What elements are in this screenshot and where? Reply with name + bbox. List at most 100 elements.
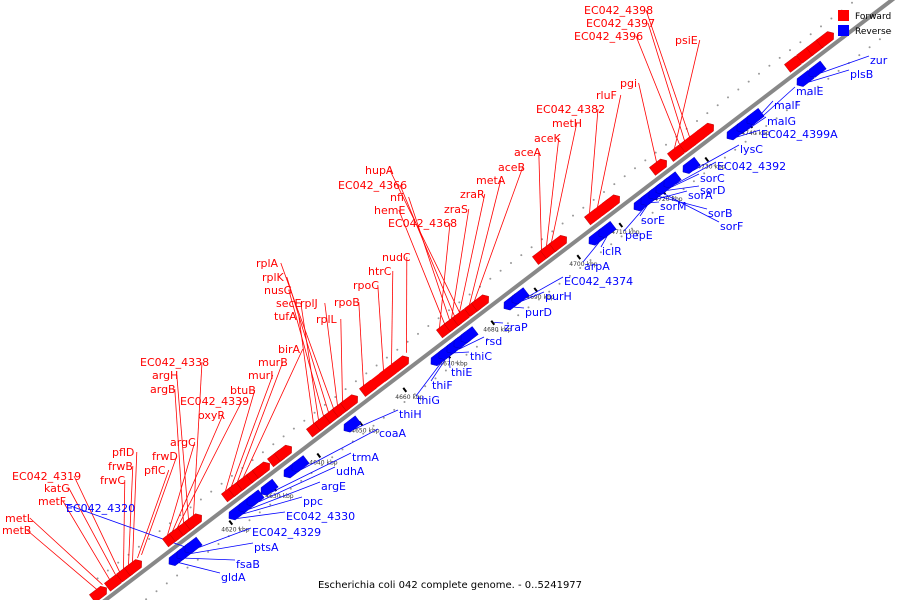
reverse-gene-label: sorE [641, 214, 665, 227]
gc-dot [816, 85, 819, 88]
gc-dot [489, 277, 492, 280]
reverse-leader-line [670, 173, 700, 188]
forward-leader-line [358, 301, 364, 386]
reverse-leader-line [658, 196, 708, 210]
scale-tick-label: 4640 kbp [309, 460, 337, 467]
reverse-leader-line [179, 562, 221, 574]
forward-gene-label: EC042_4397 [586, 17, 655, 30]
gc-dot [289, 487, 292, 490]
forward-gene-label: murB [258, 356, 288, 369]
forward-leader-line [408, 196, 450, 321]
reverse-leader-line [736, 129, 761, 138]
gc-dot [644, 159, 647, 162]
forward-leader-line [172, 414, 224, 532]
gc-dot [734, 148, 737, 151]
forward-gene-label: tufA [274, 310, 297, 323]
forward-leader-line [474, 166, 524, 301]
gc-dot [272, 443, 275, 446]
reverse-gene-arrow [343, 415, 362, 433]
gc-dot [196, 558, 199, 561]
gc-dot [434, 377, 437, 380]
gc-dot [230, 474, 233, 477]
forward-gene-label: rpoC [353, 279, 379, 292]
reverse-gene-arrow [246, 489, 265, 507]
reverse-gene-label: trmA [352, 451, 379, 464]
scale-tick [533, 287, 539, 293]
reverse-gene-label: lysC [740, 143, 763, 156]
gc-dot [372, 424, 375, 427]
forward-gene-label: frwC [100, 474, 125, 487]
genome-caption: Escherichia coli 042 complete genome. - … [318, 580, 582, 591]
reverse-leader-line [237, 511, 286, 519]
gc-dot [827, 77, 830, 80]
forward-gene-arrow [649, 158, 667, 176]
forward-gene-label: EC042_4396 [574, 30, 643, 43]
reverse-leader-line [242, 496, 303, 515]
forward-leader-line [174, 388, 184, 523]
forward-gene-label: metA [476, 174, 506, 187]
forward-gene-arrow [252, 461, 270, 479]
gc-dot [878, 38, 881, 41]
reverse-gene-label: arpA [584, 260, 610, 273]
gc-dot [354, 380, 357, 383]
forward-gene-label: EC042_4382 [536, 103, 605, 116]
gc-dot [413, 393, 416, 396]
gc-dot [417, 332, 419, 335]
scale-tick-label: 4660 kbp [395, 394, 423, 401]
forward-gene-label: aceB [498, 161, 525, 174]
gc-dot [427, 325, 430, 327]
scale-tick-label: 4680 kbp [483, 327, 511, 334]
reverse-leader-line [651, 201, 660, 203]
gc-dot [858, 54, 861, 57]
gc-dot [251, 459, 254, 462]
forward-leader-line [645, 9, 690, 137]
forward-gene-arrows [89, 31, 834, 600]
reverse-gene-label: malE [796, 85, 824, 98]
scale-tick-label: 4720 kbp [654, 196, 682, 203]
reverse-leader-line [248, 481, 321, 510]
forward-gene-arrow [340, 394, 358, 412]
gc-dot [630, 227, 633, 230]
reverse-gene-label: ptsA [254, 541, 279, 554]
forward-leader-line [177, 400, 243, 528]
legend-reverse-label: Reverse [855, 27, 892, 37]
forward-gene-label: secE [276, 297, 302, 310]
forward-leader-line [377, 284, 384, 371]
forward-gene-label: metL [5, 512, 34, 525]
scale-tick [704, 156, 710, 163]
gc-dot [475, 345, 478, 348]
forward-leader-line [231, 374, 274, 487]
forward-gene-label: EC042_4339 [180, 395, 249, 408]
reverse-gene-label: zraP [504, 321, 528, 334]
gc-dot [703, 172, 706, 175]
reverse-leader-line [454, 351, 470, 354]
gc-dot [186, 566, 189, 569]
forward-gene-label: frwD [152, 450, 178, 463]
reverse-gene-label: iclR [602, 245, 622, 258]
legend: Forward Reverse [838, 10, 892, 37]
scale-tick-label: 4650 kbp [351, 427, 379, 434]
forward-leader-line [324, 302, 338, 406]
gc-dot [444, 369, 447, 372]
gc-dot [158, 530, 161, 533]
gc-dot [506, 322, 509, 325]
forward-leader-lines [26, 9, 701, 590]
gc-dot [313, 411, 316, 414]
reverse-gene-label: plsB [850, 68, 873, 81]
forward-leader-line [451, 208, 470, 319]
gc-dot [365, 372, 368, 375]
gc-dot [744, 140, 747, 143]
gc-dot [261, 451, 264, 454]
gc-dot [269, 503, 272, 506]
gc-dot [561, 222, 564, 225]
forward-gene-label: nudC [382, 251, 411, 264]
gc-dot [548, 290, 551, 293]
gc-dot [682, 188, 685, 191]
gc-dot [517, 314, 520, 317]
forward-leader-line [123, 479, 126, 569]
reverse-gene-label: rsd [485, 335, 502, 348]
forward-leader-line [589, 108, 599, 214]
gc-dot [651, 211, 654, 214]
gc-dot [468, 293, 471, 296]
gc-dot [778, 56, 781, 59]
